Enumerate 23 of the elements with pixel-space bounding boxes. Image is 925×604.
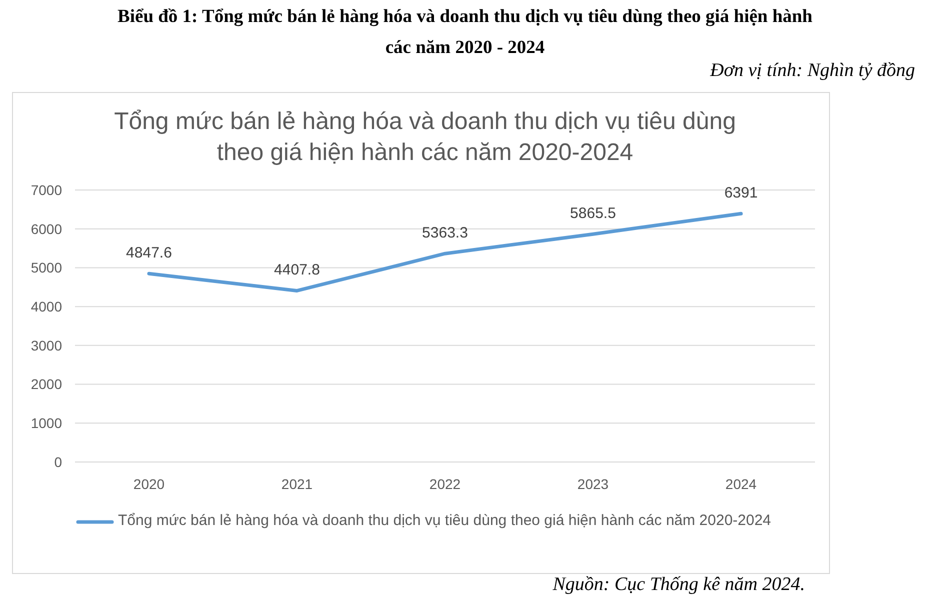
data-label: 5865.5	[570, 205, 616, 222]
y-tick-label: 7000	[30, 182, 62, 198]
y-tick-label: 4000	[30, 298, 62, 314]
x-tick-label: 2023	[577, 476, 609, 492]
chart-title: Biểu đồ 1: Tổng mức bán lẻ hàng hóa và doanh thu dịch vụ tiêu dùng theo giá hiện hành các năm 2020 - 2024	[118, 7, 812, 58]
text: Đơn vị tính: Nghìn tỷ đồng	[710, 60, 915, 82]
data-label: 5363.3	[422, 224, 468, 242]
y-tick-label: 1000	[30, 415, 62, 432]
data-label: 4407.8	[274, 262, 320, 279]
chart-subtitle: Tổng mức bán lẻ hàng hóa và doanh thu dịch vụ tiêu dùng theo giá hiện hành các năm 2020-2024	[113, 107, 737, 168]
data-label: 6391	[724, 184, 758, 202]
data-label: 4847.6	[126, 244, 172, 262]
legend-label: Tổng mức bán lẻ hàng hóa và doanh thu dịch vụ tiêu dùng theo giá hiện hành các năm 2020-2024	[118, 511, 772, 530]
y-tick-label: 3000	[30, 337, 62, 354]
y-tick-label: 5000	[30, 260, 62, 276]
text: Nguồn: Cục Thống kê năm 2024.	[552, 574, 805, 596]
x-tick-label: 2021	[281, 476, 313, 492]
x-tick-label: 2020	[133, 476, 165, 492]
x-tick-label: 2022	[429, 476, 461, 492]
y-tick-label: 2000	[30, 376, 62, 392]
y-tick-label: 6000	[30, 220, 62, 237]
x-tick-label: 2024	[725, 476, 757, 492]
y-tick-label: 0	[54, 454, 62, 470]
